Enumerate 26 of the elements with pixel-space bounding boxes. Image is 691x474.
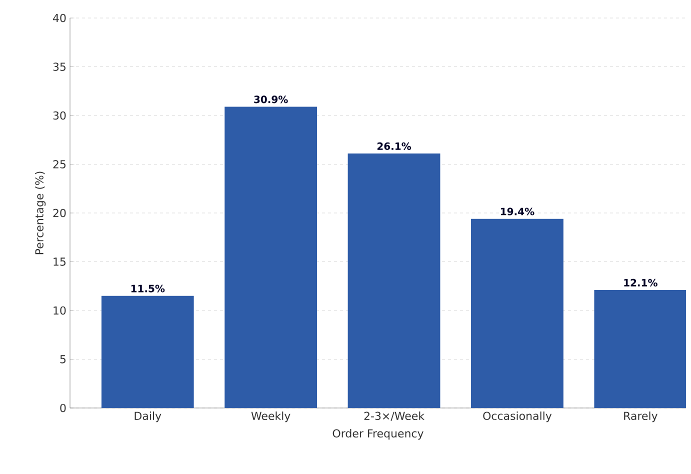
x-tick-label: Occasionally — [483, 412, 552, 422]
bar — [101, 296, 194, 408]
y-tick-label: 40 — [53, 14, 66, 22]
bar — [594, 290, 686, 408]
bar — [471, 218, 564, 408]
data-label: 11.5% — [131, 284, 165, 292]
y-tick-label: 5 — [60, 355, 66, 364]
y-tick-label: 15 — [54, 258, 66, 266]
y-axis-title: Percentage (%) — [34, 172, 46, 254]
y-tick-label: 35 — [53, 62, 66, 71]
data-label: 19.4% — [500, 208, 534, 216]
bar — [348, 154, 440, 408]
y-tick-label: 0 — [60, 404, 66, 412]
data-label: 26.1% — [377, 142, 412, 150]
data-label: 12.1% — [624, 278, 658, 286]
x-tick-label: Weekly — [251, 412, 290, 422]
y-tick-label: 20 — [53, 208, 66, 218]
y-tick-label: 30 — [53, 111, 66, 120]
data-label: 30.9% — [254, 96, 288, 104]
x-tick-label: Rarely — [624, 412, 658, 422]
x-tick-label: Daily — [134, 412, 162, 422]
y-tick-label: 25 — [53, 160, 66, 168]
bar — [224, 106, 318, 408]
y-tick-label: 10 — [54, 306, 66, 315]
x-axis-title: Order Frequency — [332, 429, 424, 440]
x-tick-label: 2-3×/Week — [364, 412, 424, 421]
